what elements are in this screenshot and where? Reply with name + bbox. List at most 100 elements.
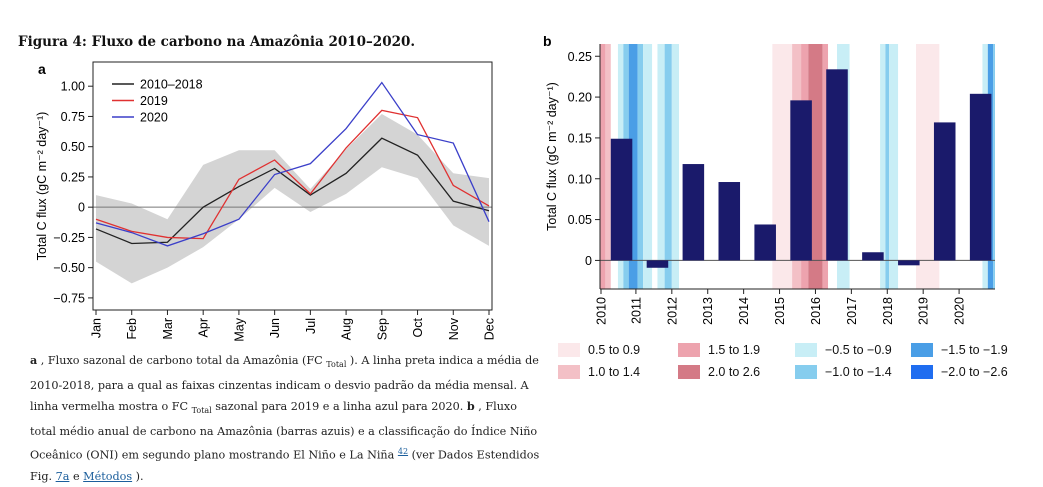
oni-band-la_1.0 <box>637 44 644 289</box>
x-tick-label: Jul <box>304 318 318 334</box>
panel-a-letter: a <box>38 61 46 77</box>
figure-caption: a , Fluxo sazonal de carbono total da Am… <box>30 350 545 487</box>
panel-b-letter: b <box>543 33 552 49</box>
bar-2019 <box>933 122 956 261</box>
x-tick-label-b: 2013 <box>701 297 715 325</box>
figure-title: Figura 4: Fluxo de carbono na Amazônia 2… <box>18 34 416 50</box>
oni-band-el_1.5 <box>822 44 829 289</box>
panel-a-frame <box>92 61 493 311</box>
bar-2013 <box>718 182 741 261</box>
oni-legend-swatch <box>911 343 933 357</box>
oni-legend-label: −0.5 to −0.9 <box>825 343 892 357</box>
oni-legend-item: 2.0 to 2.6 <box>678 365 760 379</box>
y-tick-label-b: 0 <box>585 254 592 268</box>
x-tick-label: Jan <box>90 318 104 338</box>
x-tick-label-b: 2014 <box>737 297 751 325</box>
oni-legend-item: 1.0 to 1.4 <box>558 365 640 379</box>
x-tick-label: Apr <box>197 318 211 337</box>
y-tick-label: 0.75 <box>61 110 85 124</box>
x-tick-label: Aug <box>340 318 354 340</box>
panel-b: b 0.25 0.20 0.15 0.10 0.05 0 2010 2011 2012 2013 20… <box>543 33 995 325</box>
std-dev-band <box>96 114 489 284</box>
y-tick-label-b: 0.20 <box>568 91 592 105</box>
x-tick-label-b: 2011 <box>629 297 643 324</box>
x-tick-label-b: 2019 <box>917 297 931 325</box>
oni-legend-swatch <box>795 365 817 379</box>
oni-band-el_1.5 <box>600 44 606 289</box>
series-line-2020 <box>95 81 490 247</box>
reference-link[interactable]: 42 <box>397 447 409 457</box>
oni-band-la_0.5 <box>671 44 679 289</box>
oni-legend-label: 2.0 to 2.6 <box>708 365 761 379</box>
bar-2018 <box>898 260 920 266</box>
oni-legend-item: −2.0 to −2.6 <box>911 365 1008 379</box>
x-tick-label: Nov <box>447 317 461 340</box>
oni-legend-label: 1.0 to 1.4 <box>588 365 641 379</box>
y-tick-label: −0.25 <box>53 231 85 245</box>
oni-legend-swatch <box>678 365 700 379</box>
series-line-2019 <box>95 109 490 240</box>
panel-a: a 1.00 0.75 0.50 0.25 0 −0.25 −0.50 −0.75 Jan Feb M… <box>35 61 497 342</box>
oni-legend-label: −2.0 to −2.6 <box>941 365 1008 379</box>
y-tick-label: −0.50 <box>53 261 85 275</box>
figure-svg: a 1.00 0.75 0.50 0.25 0 −0.25 −0.50 −0.75 Jan Feb M… <box>35 33 995 342</box>
oni-band-el_0.5 <box>772 44 793 289</box>
oni-band-la_1.0 <box>885 44 890 289</box>
bar-2010 <box>610 138 633 261</box>
oni-legend-item: 0.5 to 0.9 <box>558 343 640 357</box>
x-tick-label-b: 2018 <box>881 297 895 325</box>
legend-label-2010–2018: 2010–2018 <box>140 78 203 92</box>
oni-legend-label: 0.5 to 0.9 <box>588 343 641 357</box>
oni-legend-label: −1.5 to −1.9 <box>941 343 1008 357</box>
bar-2011 <box>646 260 669 268</box>
x-tick-label-b: 2012 <box>665 297 679 325</box>
y-tick-label-b: 0.05 <box>568 213 592 227</box>
caption-sub-total-1: Total <box>326 360 347 370</box>
bar-2012 <box>682 164 705 261</box>
x-tick-label: Jun <box>268 318 282 338</box>
oni-legend-item: −0.5 to −0.9 <box>795 343 892 357</box>
caption-panel-b-letter: b <box>466 399 475 414</box>
bar-2017 <box>862 252 884 261</box>
y-tick-label: 0 <box>78 201 85 215</box>
oni-legend-swatch <box>558 365 580 379</box>
oni-band-la_0.5 <box>889 44 899 289</box>
x-tick-label: Mar <box>161 318 175 340</box>
caption-part1: , Fluxo sazonal de carbono total da Amaz… <box>37 354 327 367</box>
x-tick-label-b: 2016 <box>809 297 823 325</box>
legend-label-2020: 2020 <box>140 111 168 125</box>
oni-band-el_1.0 <box>605 44 611 289</box>
x-tick-label: Sep <box>375 318 389 340</box>
oni-legend-swatch <box>795 343 817 357</box>
oni-legend-swatch <box>678 343 700 357</box>
bar-2016 <box>826 69 848 261</box>
x-tick-label-b: 2015 <box>773 297 787 325</box>
bar-2015 <box>790 100 812 261</box>
x-tick-label: Oct <box>411 317 425 337</box>
y-tick-label-b: 0.25 <box>568 50 592 64</box>
legend-label-2019: 2019 <box>140 94 168 108</box>
caption-panel-a-letter: a <box>30 353 38 367</box>
y-tick-label: −0.75 <box>53 291 85 305</box>
y-axis-label: Total C flux (gC m⁻² day⁻¹) <box>35 112 49 261</box>
oni-legend-item: −1.0 to −1.4 <box>795 365 892 379</box>
oni-legend-label: 1.5 to 1.9 <box>708 343 761 357</box>
caption-part2: ). A linha preta indica a média de 2010-… <box>30 354 539 414</box>
oni-band-la_0.5 <box>657 44 665 289</box>
oni-legend-label: −1.0 to −1.4 <box>825 365 892 379</box>
bar-2020 <box>969 93 992 261</box>
caption-part3: sazonal para 2019 e a linha azul para 20… <box>211 400 467 414</box>
x-tick-label: May <box>232 317 246 341</box>
x-tick-label: Feb <box>125 318 139 340</box>
oni-legend-item: −1.5 to −1.9 <box>911 343 1008 357</box>
oni-band-la_0.5 <box>643 44 653 289</box>
x-tick-label-b: 2010 <box>595 297 609 325</box>
x-tick-label-b: 2017 <box>845 297 859 325</box>
y-tick-label-b: 0.10 <box>568 172 592 186</box>
bar-2014 <box>754 224 776 261</box>
y-tick-label-b: 0.15 <box>568 131 592 145</box>
oni-band-la_1.5 <box>628 44 638 289</box>
oni-band-la_0.5 <box>880 44 886 289</box>
caption-sub-total-2: Total <box>191 406 212 416</box>
y-tick-label: 1.00 <box>61 80 85 94</box>
